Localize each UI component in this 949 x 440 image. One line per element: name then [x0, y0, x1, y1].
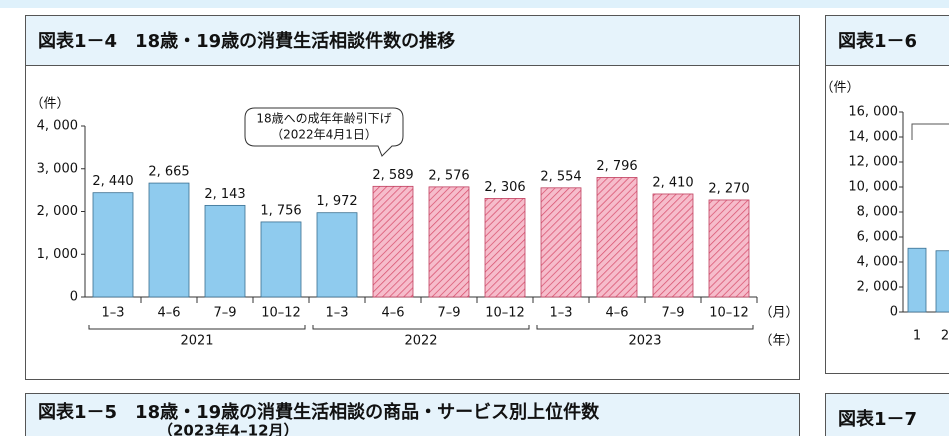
y-tick-label: 8, 000: [857, 205, 898, 220]
x-tick-label: 7–9: [213, 306, 236, 321]
y-tick-label: 16, 000: [848, 105, 898, 120]
x-tick-label: 10–12: [261, 306, 301, 321]
value-label: 2, 440: [92, 174, 133, 189]
value-label: 2, 554: [540, 169, 581, 184]
value-label: 2, 143: [204, 187, 245, 202]
value-label: 2, 270: [708, 181, 749, 196]
panel-title: 図表1－4 18歳・19歳の消費生活相談件数の推移: [38, 30, 455, 52]
y-tick-label: 0: [70, 290, 78, 305]
panel-subtitle: （2023年4–12月）: [158, 422, 299, 437]
bar: [541, 188, 581, 297]
y-tick-label: 2, 000: [857, 280, 898, 295]
bar: [205, 205, 245, 297]
panel: [826, 16, 949, 374]
x-tick-label: 4–6: [157, 306, 180, 321]
y-tick-label: 14, 000: [848, 130, 898, 145]
value-label: 1, 756: [260, 203, 301, 218]
value-label: 2, 665: [148, 165, 189, 180]
x-tick-label: 1–3: [325, 306, 348, 321]
y-tick-label: 10, 000: [848, 180, 898, 195]
bar: [429, 187, 469, 297]
bar: [709, 200, 749, 297]
panel-title: 図表1－5 18歳・19歳の消費生活相談の商品・サービス別上位件数: [38, 401, 600, 423]
y-tick-label: 1, 000: [37, 247, 78, 262]
callout-text: 18歳への成年年齢引下げ: [256, 111, 391, 126]
x-tick-label: 1–3: [101, 306, 124, 321]
top-band: [0, 0, 949, 8]
group-label: 2022: [404, 334, 437, 349]
value-label: 2, 589: [372, 168, 413, 183]
bar: [936, 251, 949, 312]
x-tick-label: 2: [941, 329, 949, 344]
bar: [485, 198, 525, 297]
x-tick-label: 1–3: [549, 306, 572, 321]
y-tick-label: 6, 000: [857, 230, 898, 245]
group-label: 2023: [628, 334, 661, 349]
bar: [373, 186, 413, 297]
bar: [261, 222, 301, 297]
bar: [908, 248, 926, 312]
bar: [653, 194, 693, 297]
bar: [149, 183, 189, 297]
group-unit: （年）: [759, 334, 798, 349]
bar: [93, 193, 133, 297]
x-tick-label: 7–9: [437, 306, 460, 321]
panel-title: 図表1－6: [838, 30, 917, 52]
group-label: 2021: [180, 334, 213, 349]
x-unit: （月）: [759, 306, 798, 321]
callout-text: （2022年4月1日）: [271, 128, 377, 142]
x-tick-label: 10–12: [485, 306, 525, 321]
panel-title: 図表1－7: [838, 408, 917, 430]
x-tick-label: 4–6: [381, 306, 404, 321]
bar: [597, 177, 637, 297]
bar: [317, 213, 357, 297]
value-label: 2, 410: [652, 175, 693, 190]
y-tick-label: 4, 000: [37, 119, 78, 134]
y-unit: （件）: [820, 81, 859, 96]
y-tick-label: 4, 000: [857, 255, 898, 270]
x-tick-label: 10–12: [709, 306, 749, 321]
x-tick-label: 4–6: [605, 306, 628, 321]
y-tick-label: 2, 000: [37, 204, 78, 219]
y-unit: （件）: [30, 97, 69, 112]
value-label: 2, 306: [484, 180, 525, 195]
x-tick-label: 7–9: [661, 306, 684, 321]
value-label: 1, 972: [316, 194, 357, 209]
y-tick-label: 0: [890, 305, 898, 320]
value-label: 2, 576: [428, 168, 469, 183]
value-label: 2, 796: [596, 159, 637, 174]
x-tick-label: 1: [913, 329, 921, 344]
y-tick-label: 12, 000: [848, 155, 898, 170]
y-tick-label: 3, 000: [37, 161, 78, 176]
